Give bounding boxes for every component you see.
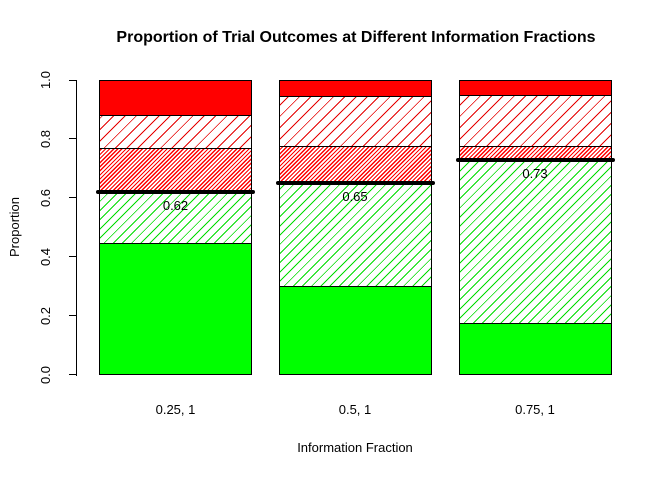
chart-title: Proportion of Trial Outcomes at Differen… (116, 29, 596, 46)
y-axis-tick-label: 1.0 (38, 70, 53, 90)
bar (278, 80, 432, 375)
y-axis-tick (69, 315, 76, 317)
x-axis-label: Information Fraction (297, 440, 413, 455)
bar-segment-green-hatched (99, 191, 252, 244)
bar-segment-red-hatched-dense (458, 146, 612, 160)
bar-segment-red-hatched-light (278, 96, 432, 147)
y-axis-tick (69, 197, 76, 199)
bar-segment-red-hatched-light (458, 94, 612, 147)
y-axis-tick-label: 0.4 (38, 247, 53, 266)
threshold-line (455, 157, 615, 162)
bar-segment-green-solid (278, 286, 432, 375)
y-axis-line (76, 80, 77, 376)
x-category-label: 0.25, 1 (155, 402, 196, 417)
threshold-value-label: 0.62 (162, 197, 189, 213)
x-category-label: 0.75, 1 (515, 402, 555, 417)
threshold-line (275, 181, 435, 186)
bar-segment-green-solid (99, 243, 252, 375)
bar-segment-red-hatched-dense (278, 146, 432, 184)
threshold-value-label: 0.65 (342, 189, 368, 205)
bar-segment-green-hatched (458, 159, 612, 323)
y-axis-tick-label: 0.6 (38, 188, 53, 207)
bar-segment-green-solid (458, 322, 612, 375)
y-axis-tick (69, 79, 76, 81)
y-axis-tick (69, 374, 76, 375)
y-axis-tick-label: 0.2 (38, 306, 53, 325)
x-category-label: 0.5, 1 (338, 402, 372, 417)
y-axis-tick (69, 256, 76, 258)
bar-segment-red-hatched-dense (99, 147, 252, 192)
threshold-value-label: 0.73 (522, 165, 548, 181)
bar-outline (278, 80, 432, 375)
y-axis-tick-label: 0.0 (38, 365, 53, 384)
y-axis-tick (69, 138, 76, 140)
y-axis-tick-label: 0.8 (38, 129, 53, 148)
bar-segment-red-hatched-light (99, 115, 252, 148)
bar-outline (458, 80, 612, 375)
bar-outline (99, 80, 252, 375)
threshold-line (96, 189, 255, 194)
bar (458, 80, 612, 375)
bar (99, 80, 252, 375)
